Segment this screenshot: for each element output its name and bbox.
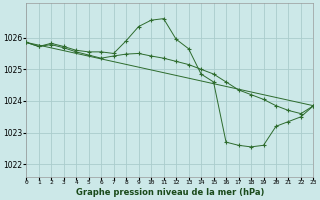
X-axis label: Graphe pression niveau de la mer (hPa): Graphe pression niveau de la mer (hPa) — [76, 188, 264, 197]
